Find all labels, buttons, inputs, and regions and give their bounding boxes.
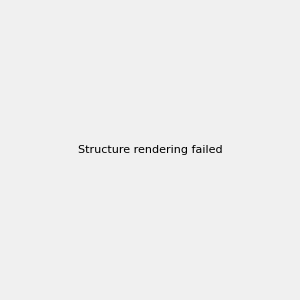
Text: Structure rendering failed: Structure rendering failed <box>78 145 222 155</box>
